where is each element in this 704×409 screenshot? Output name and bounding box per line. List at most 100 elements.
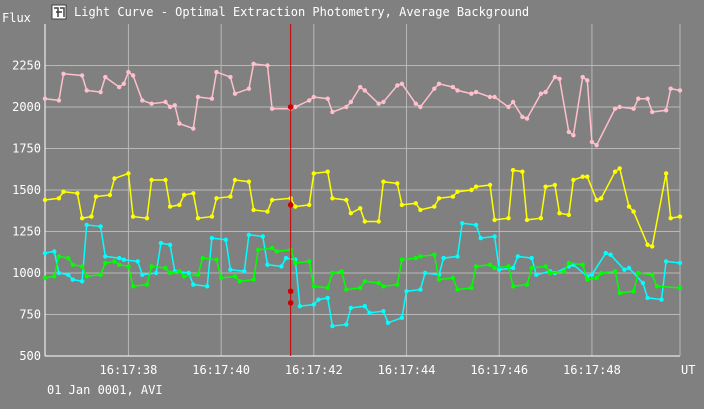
series-1-point-47 (469, 187, 474, 193)
series-2-point-40 (385, 320, 391, 325)
series-0-point-1 (56, 98, 62, 103)
time-cursor[interactable] (287, 24, 294, 356)
series-1-point-24 (251, 207, 256, 213)
series-0-point-68 (636, 96, 641, 101)
series-3-point-52 (492, 265, 497, 271)
series-2-point-37 (362, 304, 367, 309)
series-0 (42, 61, 683, 148)
series-3-point-54 (510, 284, 516, 289)
series-2-point-23 (242, 269, 247, 274)
series-1-point-54 (524, 217, 530, 223)
series-2-point-11 (135, 259, 140, 264)
series-1-point-5 (89, 214, 94, 219)
series-1-point-56 (543, 184, 548, 189)
series-2-point-27 (279, 264, 284, 269)
cursor-marker-0 (287, 104, 294, 110)
series-3 (42, 245, 683, 296)
series-1-point-11 (144, 216, 150, 221)
series-3-point-63 (594, 275, 599, 281)
series-3-point-49 (469, 285, 474, 291)
series-3-point-36 (344, 287, 349, 292)
series-1-point-8 (112, 176, 117, 181)
series-0-point-26 (269, 106, 275, 111)
series-3-point-17 (177, 269, 182, 274)
series-2-point-65 (622, 267, 627, 272)
series-1-point-23 (246, 179, 252, 184)
series-0-point-42 (418, 104, 423, 110)
series-1-point-19 (209, 214, 215, 219)
series-0-point-51 (506, 104, 511, 110)
series-1-point-48 (473, 184, 479, 189)
series-2-point-14 (158, 240, 164, 246)
series-1-point-39 (395, 181, 400, 186)
series-0-point-67 (631, 106, 636, 111)
series-2-point-55 (529, 255, 534, 261)
series-1-point-12 (149, 177, 154, 183)
series-1-point-55 (538, 216, 544, 221)
series-1-point-2 (61, 189, 66, 194)
series-1-point-32 (330, 196, 335, 201)
series-0-point-12 (149, 101, 154, 106)
series-0-point-5 (98, 89, 103, 95)
series-1-point-45 (450, 194, 456, 199)
series-1-point-16 (181, 192, 187, 198)
series-3-point-65 (612, 269, 618, 274)
series-0-point-11 (140, 98, 145, 103)
series-2-point-33 (325, 295, 330, 301)
series-1-point-28 (293, 204, 298, 209)
series-1-point-52 (510, 167, 516, 173)
series-2-point-30 (297, 304, 303, 309)
series-0-point-72 (668, 86, 673, 91)
series-3-point-37 (358, 285, 363, 291)
series-1-point-34 (348, 211, 354, 216)
series-1-point-4 (79, 216, 85, 221)
series-1-point-10 (130, 214, 136, 219)
series-1-point-65 (612, 169, 618, 174)
series-1-point-1 (56, 196, 62, 201)
y-tick-label-7: 2250 (12, 59, 41, 73)
y-tick-label-3: 1250 (12, 225, 41, 239)
series-2-point-63 (603, 250, 608, 256)
series-3-point-58 (548, 270, 553, 276)
series-3-point-61 (580, 262, 585, 267)
series-0-point-3 (79, 73, 85, 78)
series-1-point-59 (566, 212, 571, 218)
series-1-point-43 (432, 204, 437, 209)
series-2-point-52 (497, 267, 502, 272)
series-1-point-50 (492, 217, 497, 223)
series-3-point-6 (84, 274, 89, 279)
series-0-point-46 (455, 88, 460, 93)
series-1-point-14 (167, 204, 173, 209)
series-3-point-26 (256, 247, 261, 252)
series-2-point-42 (404, 289, 409, 294)
series-3-point-71 (677, 285, 683, 291)
series-2-point-26 (265, 262, 270, 267)
series-0-point-35 (358, 84, 363, 90)
series-0-point-53 (520, 114, 525, 120)
series-2-point-10 (121, 257, 127, 262)
series-0-point-28 (293, 104, 298, 110)
series-3-point-47 (450, 275, 456, 281)
series-0-point-58 (557, 76, 562, 82)
series-1-point-62 (585, 174, 590, 179)
series-3-point-11 (126, 264, 131, 269)
series-3-point-40 (381, 284, 386, 289)
series-0-point-29 (307, 98, 312, 103)
series-3-point-19 (195, 272, 201, 277)
series-0-point-31 (325, 96, 330, 101)
series-3-point-0 (42, 275, 48, 281)
series-3-point-30 (293, 260, 298, 266)
x-tick-label-0: 16:17:38 (100, 363, 158, 377)
series-1-point-40 (399, 202, 405, 208)
series-1-point-26 (269, 197, 275, 203)
series-1-point-72 (668, 216, 673, 221)
series-0-point-61 (580, 74, 585, 80)
series-2-point-28 (283, 255, 289, 261)
y-axis-label: Flux (2, 11, 31, 25)
series-2-point-70 (663, 259, 669, 264)
series-3-point-4 (70, 262, 76, 267)
series-0-point-10 (130, 73, 136, 78)
series-3-point-39 (376, 280, 381, 286)
